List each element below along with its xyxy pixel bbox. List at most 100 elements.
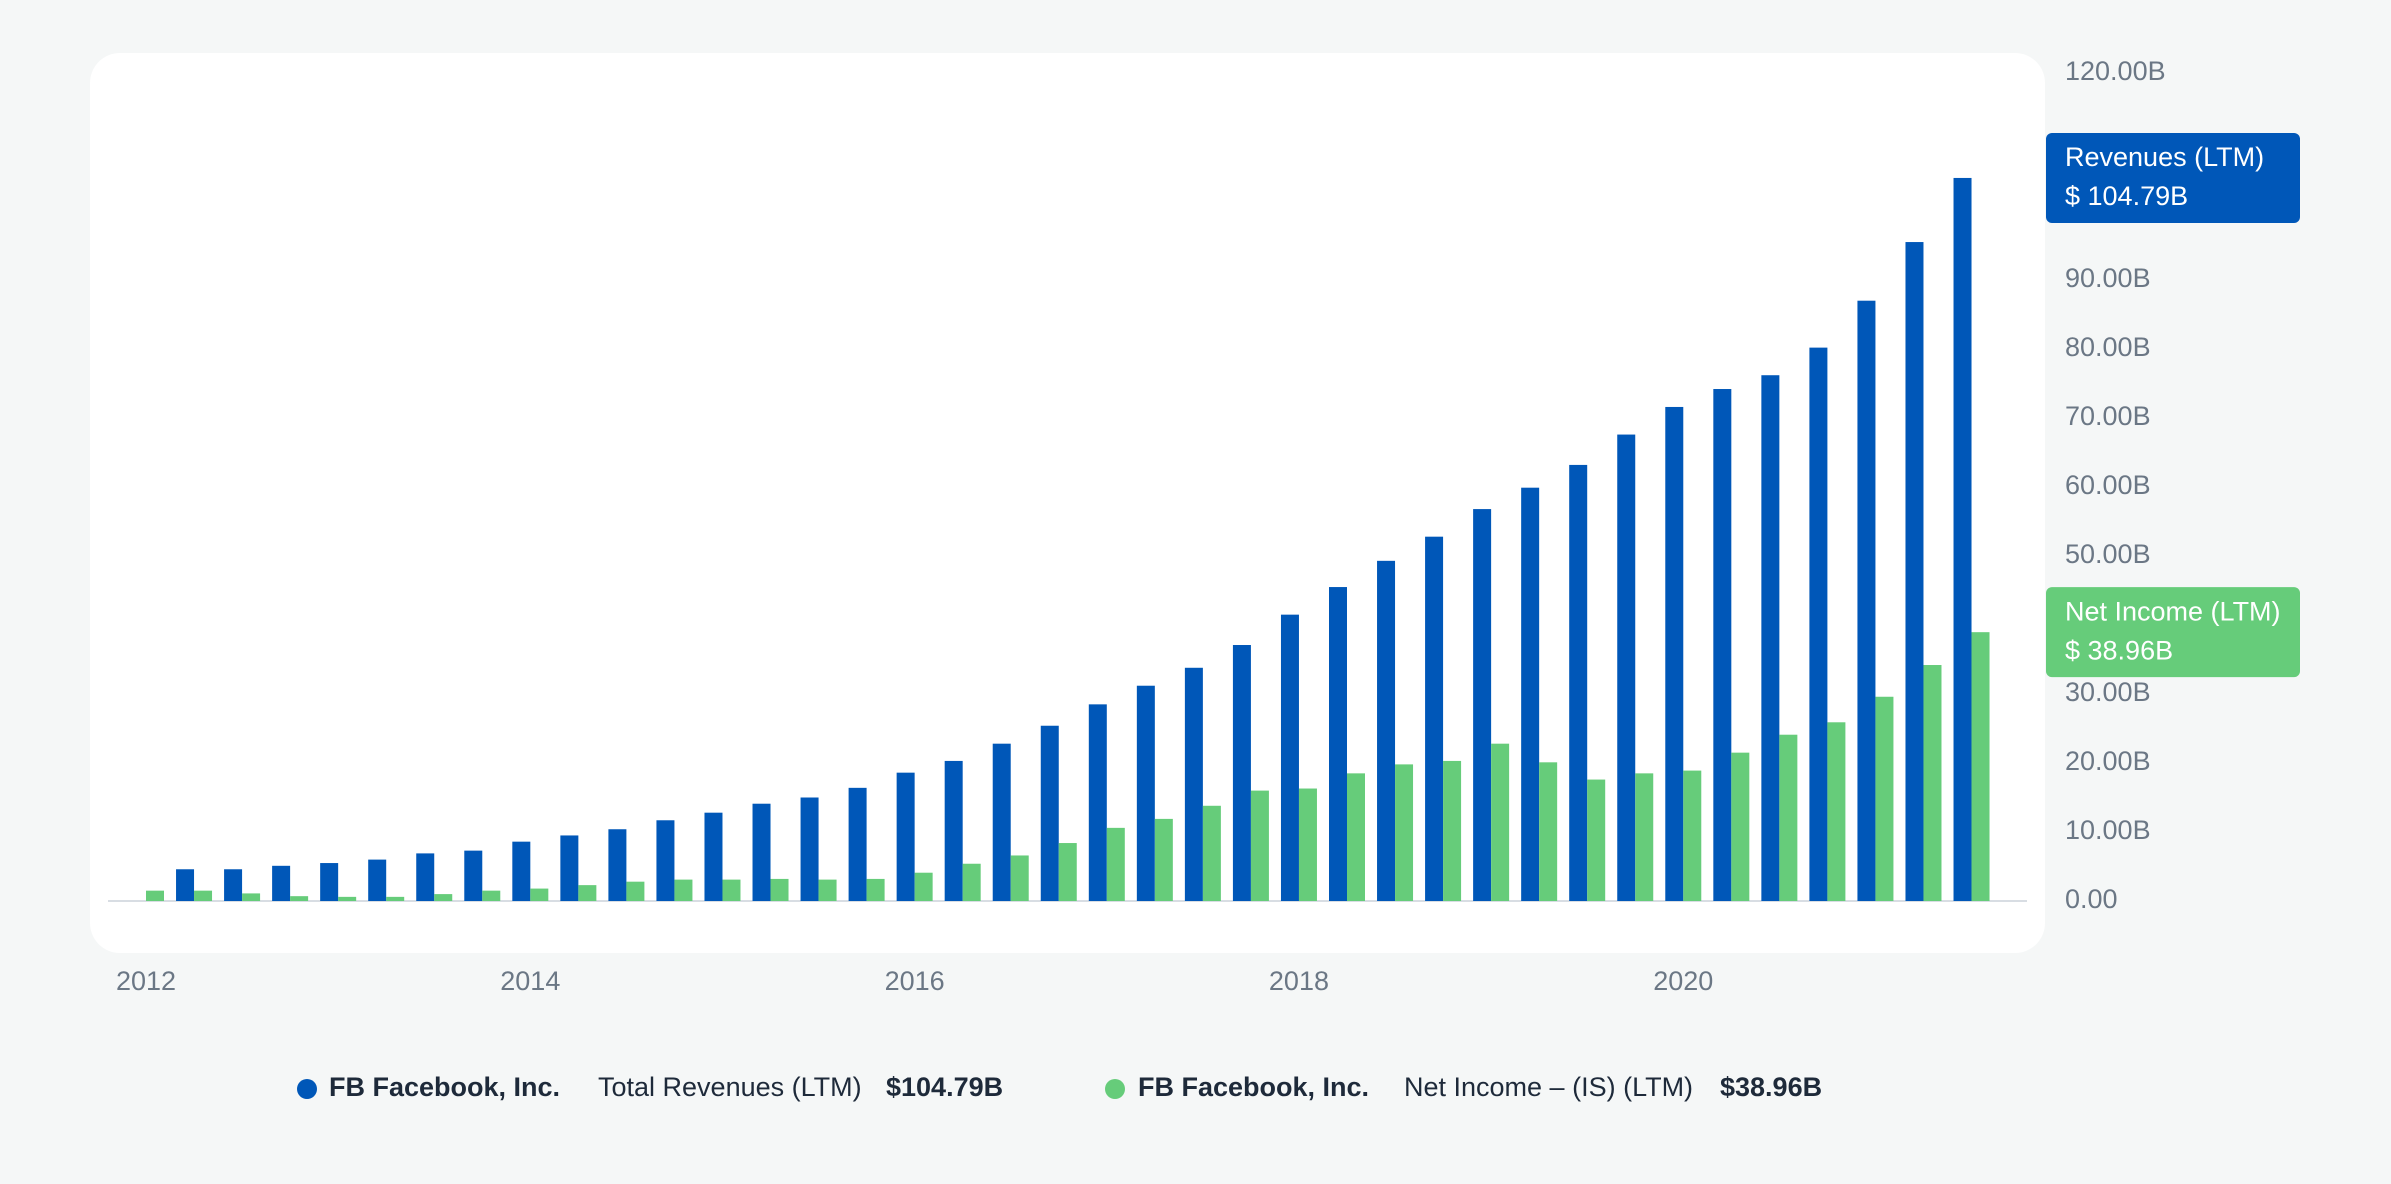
- bar: [464, 850, 483, 901]
- bar: [1731, 752, 1750, 901]
- y-tick-label: 0.00: [2065, 884, 2118, 914]
- bar: [1539, 762, 1558, 901]
- y-tick-label: 120.00B: [2065, 56, 2166, 86]
- bar: [1088, 704, 1107, 901]
- bar: [512, 841, 531, 901]
- bar: [1010, 855, 1029, 901]
- bar: [1154, 818, 1173, 901]
- bar: [1953, 177, 1972, 902]
- bar: [434, 894, 453, 901]
- legend-value: $104.79B: [886, 1072, 1003, 1102]
- bar: [704, 812, 723, 901]
- bar: [1569, 464, 1588, 901]
- tag-value: $ 104.79B: [2065, 181, 2188, 211]
- bar: [1298, 788, 1317, 901]
- bar: [608, 829, 627, 901]
- legend-name: Total Revenues (LTM): [598, 1072, 862, 1102]
- bar: [1617, 434, 1636, 901]
- bar: [626, 881, 645, 901]
- bar: [194, 890, 213, 901]
- legend-company: FB Facebook, Inc.: [329, 1072, 560, 1102]
- bar: [674, 879, 693, 901]
- bar: [1521, 487, 1540, 901]
- bar: [176, 869, 195, 901]
- bar: [1683, 770, 1702, 901]
- bar: [1347, 773, 1365, 901]
- x-tick-label: 2016: [885, 966, 945, 996]
- bar: [1280, 614, 1299, 901]
- value-tag: [2046, 132, 2300, 223]
- bar: [1923, 665, 1942, 901]
- y-tick-label: 80.00B: [2065, 332, 2151, 362]
- bar: [1761, 375, 1780, 902]
- bar: [1905, 242, 1924, 902]
- bar: [578, 885, 597, 901]
- bar: [914, 872, 933, 901]
- bar: [722, 879, 741, 901]
- bar: [1425, 536, 1444, 901]
- y-tick-label: 60.00B: [2065, 470, 2151, 500]
- bar: [1587, 779, 1606, 901]
- value-tag: [2046, 587, 2300, 678]
- y-tick-label: 90.00B: [2065, 263, 2151, 293]
- bar: [770, 878, 789, 901]
- bar: [1395, 764, 1414, 901]
- legend-dot: [297, 1079, 317, 1099]
- x-tick-label: 2012: [116, 966, 176, 996]
- bar: [272, 865, 291, 901]
- legend-dot: [1105, 1079, 1125, 1099]
- bar: [146, 890, 164, 901]
- y-tick-label: 20.00B: [2065, 746, 2151, 776]
- bar: [896, 772, 915, 901]
- bar: [1232, 645, 1251, 901]
- bar: [482, 890, 501, 901]
- bar: [1106, 827, 1125, 901]
- bar: [818, 879, 837, 901]
- bar: [992, 743, 1011, 901]
- bar: [1202, 805, 1221, 901]
- bar: [530, 888, 549, 901]
- y-tick-label: 50.00B: [2065, 539, 2151, 569]
- bar: [224, 869, 243, 901]
- panel: [90, 53, 2045, 953]
- bar: [800, 797, 819, 901]
- legend-value: $38.96B: [1720, 1072, 1822, 1102]
- legend-company: FB Facebook, Inc.: [1138, 1072, 1369, 1102]
- y-tick-label: 70.00B: [2065, 401, 2151, 431]
- bar: [1040, 725, 1059, 901]
- bar: [1713, 389, 1732, 901]
- x-tick-label: 2020: [1653, 966, 1713, 996]
- bar: [866, 878, 885, 901]
- bar: [1443, 760, 1462, 901]
- x-tick-label: 2014: [500, 966, 560, 996]
- bar: [944, 760, 963, 901]
- bar: [560, 835, 579, 901]
- bar: [1665, 406, 1684, 901]
- bar: [1971, 632, 1990, 901]
- bar: [1058, 843, 1077, 901]
- y-tick-label: 30.00B: [2065, 677, 2151, 707]
- bar: [1809, 347, 1828, 901]
- bar: [368, 859, 387, 901]
- tag-value: $ 38.96B: [2065, 635, 2173, 665]
- bar: [1473, 509, 1492, 901]
- legend-name: Net Income – (IS) (LTM): [1404, 1072, 1693, 1102]
- bar: [656, 820, 675, 901]
- tag-title: Revenues (LTM): [2065, 142, 2264, 172]
- bar: [1779, 734, 1798, 901]
- bar: [1491, 743, 1510, 901]
- bar: [320, 863, 339, 901]
- bar: [290, 896, 309, 901]
- bar: [1635, 773, 1654, 901]
- bar: [1250, 790, 1269, 901]
- x-tick-label: 2018: [1269, 966, 1329, 996]
- bar: [1136, 685, 1155, 901]
- bar: [1329, 587, 1347, 901]
- bar: [242, 893, 261, 901]
- tag-title: Net Income (LTM): [2065, 596, 2281, 626]
- bar: [338, 896, 357, 901]
- y-tick-label: 10.00B: [2065, 815, 2151, 845]
- bar: [752, 803, 771, 901]
- bar: [962, 863, 981, 901]
